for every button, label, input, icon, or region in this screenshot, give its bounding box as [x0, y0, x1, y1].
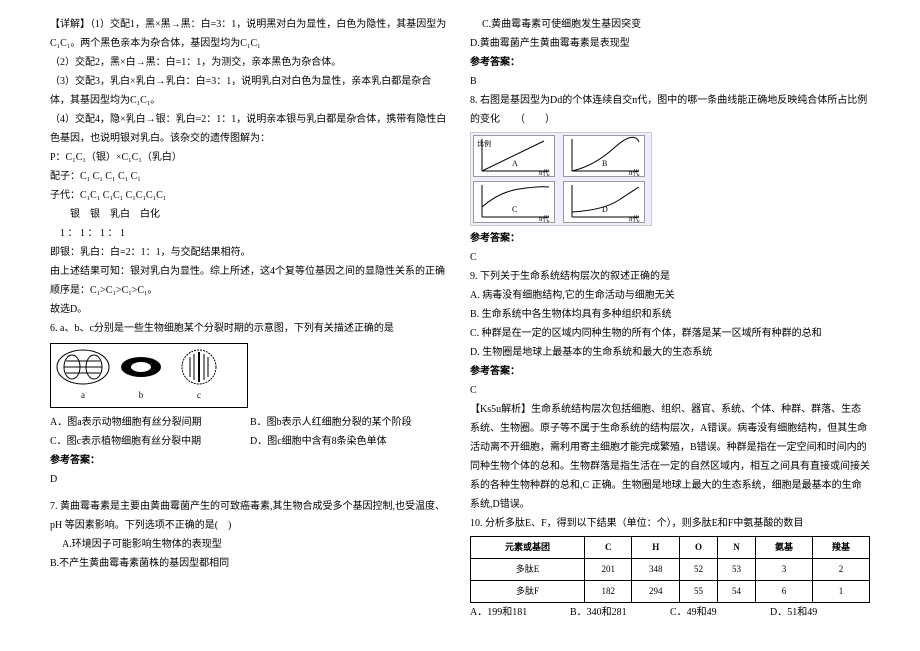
th: C — [585, 537, 632, 559]
label-b: b — [112, 387, 170, 404]
svg-text:C: C — [512, 205, 517, 214]
cell-diagram-b: b — [112, 347, 170, 404]
left-column: 【详解】（1）交配1，黑×黑→黑：白=3：1，说明黑对白为显性，白色为隐性，其基… — [40, 15, 460, 622]
paragraph: 配子：C₁ C₁ C₁ C₁ C₁ — [50, 167, 450, 186]
option-c: C．图c表示植物细胞有丝分裂中期 — [50, 432, 250, 451]
question-6: 6. a、b、c分别是一些生物细胞某个分裂时期的示意图，下列有关描述正确的是 — [50, 319, 450, 338]
graph-d: n代 D — [563, 181, 645, 223]
graph-a: 比例 n代 A — [473, 135, 555, 177]
td: 52 — [679, 559, 717, 581]
cell-diagrams: a b c — [50, 343, 248, 408]
td: 53 — [717, 559, 755, 581]
q7-options-cont: C.黄曲霉毒素可使细胞发生基因突变 D.黄曲霉菌产生黄曲霉毒素是表现型 — [470, 15, 870, 53]
th: H — [632, 537, 679, 559]
paragraph: 故选D。 — [50, 300, 450, 319]
paragraph: （4）交配4，隐×乳白→银：乳白=2：1：1，说明亲本银与乳白都是杂合体，携带有… — [50, 110, 450, 148]
paragraph: （2）交配2，黑×白→黑：白=1：1，为测交，亲本黑色为杂合体。 — [50, 53, 450, 72]
svg-text:n代: n代 — [629, 168, 640, 176]
svg-text:B: B — [602, 159, 607, 168]
q6-options-2: C．图c表示植物细胞有丝分裂中期 D．图c细胞中含有8条染色单体 — [50, 432, 450, 451]
question-7: 7. 黄曲霉毒素是主要由黄曲霉菌产生的可致癌毒素,其生物合成受多个基因控制,也受… — [50, 497, 450, 535]
label-a: a — [54, 387, 112, 404]
paragraph: 子代：C₁C₁ C₁C₁ C₁C₁C₁C₁ — [50, 186, 450, 205]
question-10: 10. 分析多肽E、F，得到以下结果（单位：个），则多肽E和F中氨基酸的数目 — [470, 514, 870, 533]
option-b: B. 生命系统中各生物体均具有多种组织和系统 — [470, 305, 870, 324]
paragraph: 【详解】（1）交配1，黑×黑→黑：白=3：1，说明黑对白为显性，白色为隐性，其基… — [50, 15, 450, 53]
option-c: C. 种群是在一定的区域内同种生物的所有个体，群落是某一区域所有种群的总和 — [470, 324, 870, 343]
paragraph: 银 银 乳白 白化 — [50, 205, 450, 224]
paragraph: （3）交配3，乳白×乳白→乳白：白=3：1，说明乳白对白色为显性，亲本乳白都是杂… — [50, 72, 450, 110]
answer-label: 参考答案： — [470, 362, 870, 381]
cell-diagram-a: a — [54, 347, 112, 404]
td: 182 — [585, 581, 632, 603]
table-header-row: 元素或基团 C H O N 氨基 羧基 — [471, 537, 870, 559]
td: 6 — [755, 581, 812, 603]
answer-7: B — [470, 72, 870, 91]
option-c: C．49和49 — [670, 603, 770, 622]
td: 201 — [585, 559, 632, 581]
th: 元素或基团 — [471, 537, 585, 559]
td: 55 — [679, 581, 717, 603]
cell-diagram-c: c — [170, 347, 228, 404]
option-a: A. 病毒没有细胞结构,它的生命活动与细胞无关 — [470, 286, 870, 305]
paragraph: 1 ： 1 ： 1 ： 1 — [50, 224, 450, 243]
page-container: 【详解】（1）交配1，黑×黑→黑：白=3：1，说明黑对白为显性，白色为隐性，其基… — [0, 0, 920, 637]
td: 294 — [632, 581, 679, 603]
option-d: D. 生物圈是地球上最基本的生命系统和最大的生态系统 — [470, 343, 870, 362]
td: 2 — [812, 559, 869, 581]
svg-text:比例: 比例 — [477, 139, 491, 148]
td: 3 — [755, 559, 812, 581]
explanation-9: 【Ks5u解析】生命系统结构层次包括细胞、组织、器官、系统、个体、种群、群落、生… — [470, 400, 870, 514]
paragraph: 即银：乳白：白=2：1：1，与交配结果相符。 — [50, 243, 450, 262]
option-a: A．199和181 — [470, 603, 570, 622]
option-c: C.黄曲霉毒素可使细胞发生基因突变 — [470, 15, 682, 34]
svg-text:A: A — [512, 159, 518, 168]
option-d: D.黄曲霉菌产生黄曲霉毒素是表现型 — [470, 34, 670, 53]
th: O — [679, 537, 717, 559]
q10-options: A．199和181 B．340和281 C．49和49 D．51和49 — [470, 603, 870, 622]
table-row: 多肽E 201 348 52 53 3 2 — [471, 559, 870, 581]
option-b: B.不产生黄曲霉毒素菌株的基因型都相同 — [50, 554, 250, 573]
answer-label: 参考答案： — [470, 53, 870, 72]
option-d: D．51和49 — [770, 603, 870, 622]
paragraph: P：C₁C₁（银）×C₁C₁（乳白） — [50, 148, 450, 167]
td: 多肽E — [471, 559, 585, 581]
answer-label: 参考答案： — [470, 229, 870, 248]
svg-text:D: D — [602, 205, 608, 214]
q7-options: A.环境因子可能影响生物体的表现型 B.不产生黄曲霉毒素菌株的基因型都相同 — [50, 535, 450, 573]
option-a: A．图a表示动物细胞有丝分裂间期 — [50, 413, 250, 432]
svg-text:n代: n代 — [629, 214, 640, 222]
answer-8: C — [470, 248, 870, 267]
option-a: A.环境因子可能影响生物体的表现型 — [50, 535, 262, 554]
th: N — [717, 537, 755, 559]
graph-options: 比例 n代 A n代 B n代 C n代 D — [470, 132, 652, 226]
answer-9: C — [470, 381, 870, 400]
svg-text:n代: n代 — [539, 214, 550, 222]
svg-text:n代: n代 — [539, 168, 550, 176]
question-8: 8. 右图是基因型为Dd的个体连续自交n代，图中的哪一条曲线能正确地反映纯合体所… — [470, 91, 870, 129]
answer-6: D — [50, 470, 450, 489]
td: 54 — [717, 581, 755, 603]
td: 多肽F — [471, 581, 585, 603]
option-b: B．340和281 — [570, 603, 670, 622]
paragraph: 由上述结果可知：银对乳白为显性。综上所述，这4个复等位基因之间的显隐性关系的正确… — [50, 262, 450, 300]
option-d: D．图c细胞中含有8条染色单体 — [250, 432, 450, 451]
td: 1 — [812, 581, 869, 603]
q6-options: A．图a表示动物细胞有丝分裂间期 B．图b表示人红细胞分裂的某个阶段 — [50, 413, 450, 432]
label-c: c — [170, 387, 228, 404]
th: 氨基 — [755, 537, 812, 559]
peptide-table: 元素或基团 C H O N 氨基 羧基 多肽E 201 348 52 53 3 … — [470, 536, 870, 603]
question-9: 9. 下列关于生命系统结构层次的叙述正确的是 — [470, 267, 870, 286]
right-column: C.黄曲霉毒素可使细胞发生基因突变 D.黄曲霉菌产生黄曲霉毒素是表现型 参考答案… — [460, 15, 880, 622]
answer-label: 参考答案： — [50, 451, 450, 470]
td: 348 — [632, 559, 679, 581]
th: 羧基 — [812, 537, 869, 559]
graph-c: n代 C — [473, 181, 555, 223]
graph-b: n代 B — [563, 135, 645, 177]
option-b: B．图b表示人红细胞分裂的某个阶段 — [250, 413, 450, 432]
table-row: 多肽F 182 294 55 54 6 1 — [471, 581, 870, 603]
